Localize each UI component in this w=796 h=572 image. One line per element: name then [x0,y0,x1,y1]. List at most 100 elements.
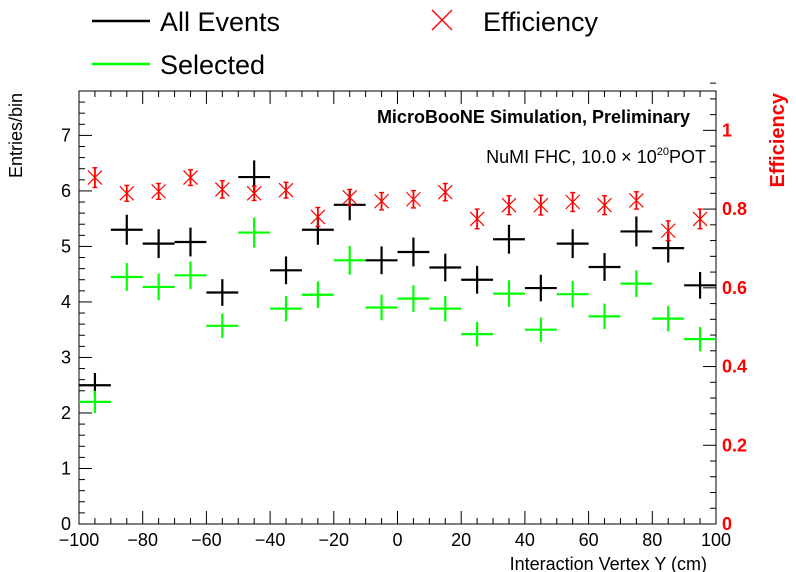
y-tick-label: 2 [61,403,71,423]
data-point-efficiency [151,182,167,200]
data-point-all-events [493,224,525,254]
y-axis-label: Entries/bin [6,93,26,178]
x-tick-label: 80 [642,530,662,550]
data-point-all-events [270,256,302,285]
data-point-efficiency [437,182,453,202]
beam-suffix: POT [669,147,706,167]
data-point-selected [524,317,557,342]
y2-tick-label: 1 [722,120,732,140]
data-point-all-events [174,227,207,257]
data-point-efficiency [342,188,358,206]
beam-exposure-label: NuMI FHC, 10.0 × 1020POT [486,146,706,167]
y2-tick-label: 0.4 [722,357,747,377]
y-tick-label: 4 [61,292,71,312]
data-point-selected [110,263,143,291]
data-point-efficiency [565,191,581,213]
data-point-efficiency [87,167,103,189]
data-point-efficiency [469,208,485,230]
data-point-all-events [461,265,494,294]
data-point-efficiency [119,184,135,202]
y-tick-label: 0 [61,514,71,534]
x-tick-label: −60 [191,530,222,550]
y-tick-label: 7 [61,125,71,145]
data-point-efficiency [246,185,262,202]
x-tick-label: −20 [319,530,350,550]
data-point-all-events [206,279,239,306]
series-all-events [79,160,716,398]
collaboration-label: MicroBooNE Simulation, Preliminary [377,107,690,127]
data-point-all-events [684,271,716,299]
data-point-selected [652,305,685,332]
y2-tick-label: 0.6 [722,278,747,298]
beam-base: 10 [637,147,657,167]
data-point-selected [588,303,621,330]
data-point-efficiency [310,206,326,228]
axis-tick-labels: −100 −80 −60 −40 −20 0 20 40 60 80 1000123456700.2… [59,120,747,550]
data-point-all-events [142,229,175,259]
data-point-selected [301,281,334,309]
x-axis-label: Interaction Vertex Y (cm) [510,554,707,572]
legend-label-all-events: All Events [160,7,280,37]
data-point-selected [397,285,430,312]
data-point-efficiency [278,181,294,199]
data-point-all-events [620,216,653,247]
data-point-selected [238,217,271,248]
data-point-selected [206,313,239,339]
data-point-all-events [588,253,621,281]
data-point-efficiency [533,194,549,216]
data-point-selected [684,326,716,352]
data-marks [79,160,716,413]
y2-tick-label: 0.2 [722,435,747,455]
x-tick-label: 20 [451,530,471,550]
data-point-all-events [429,253,462,282]
data-point-efficiency [501,195,517,216]
y-tick-label: 5 [61,236,71,256]
data-point-selected [333,245,366,275]
y-tick-label: 3 [61,347,71,367]
y-tick-label: 6 [61,181,71,201]
data-point-selected [461,321,494,347]
data-point-selected [429,295,462,322]
series-efficiency [87,167,708,242]
data-point-all-events [110,214,143,245]
y2-axis-label: Efficiency [767,92,789,187]
legend: All Events Selected Efficiency [92,7,599,80]
data-point-efficiency [597,195,612,216]
data-point-selected [79,390,111,413]
series-selected [79,217,716,413]
y2-tick-label: 0 [722,514,732,534]
legend-marker-efficiency [431,9,453,31]
axis-ticks [78,82,717,525]
data-point-selected [556,280,589,308]
data-point-all-events [556,229,589,259]
data-point-efficiency [406,189,421,209]
data-point-selected [142,273,175,301]
data-point-selected [493,280,525,307]
data-point-efficiency [183,169,198,187]
x-tick-label: 40 [515,530,535,550]
x-tick-label: 60 [579,530,599,550]
legend-label-efficiency: Efficiency [483,7,599,37]
data-point-all-events [397,237,430,267]
x-tick-label: −80 [127,530,158,550]
data-point-efficiency [692,208,708,230]
legend-label-selected: Selected [160,50,265,80]
x-tick-label: 0 [392,530,402,550]
beam-times: × [621,147,632,167]
beam-prefix: NuMI FHC, 10.0 [486,147,616,167]
y2-tick-label: 0.8 [722,199,747,219]
beam-exp: 20 [657,146,669,158]
x-tick-label: −40 [255,530,286,550]
data-point-efficiency [628,191,644,210]
data-point-all-events [524,274,557,302]
data-point-selected [365,294,398,321]
data-point-efficiency [374,191,389,211]
data-point-selected [620,270,653,297]
data-point-selected [270,295,302,322]
data-point-all-events [365,246,398,275]
x-tick-label: 100 [701,530,731,550]
data-point-efficiency [214,180,230,199]
y-tick-label: 1 [61,458,71,478]
data-point-efficiency [660,220,676,242]
